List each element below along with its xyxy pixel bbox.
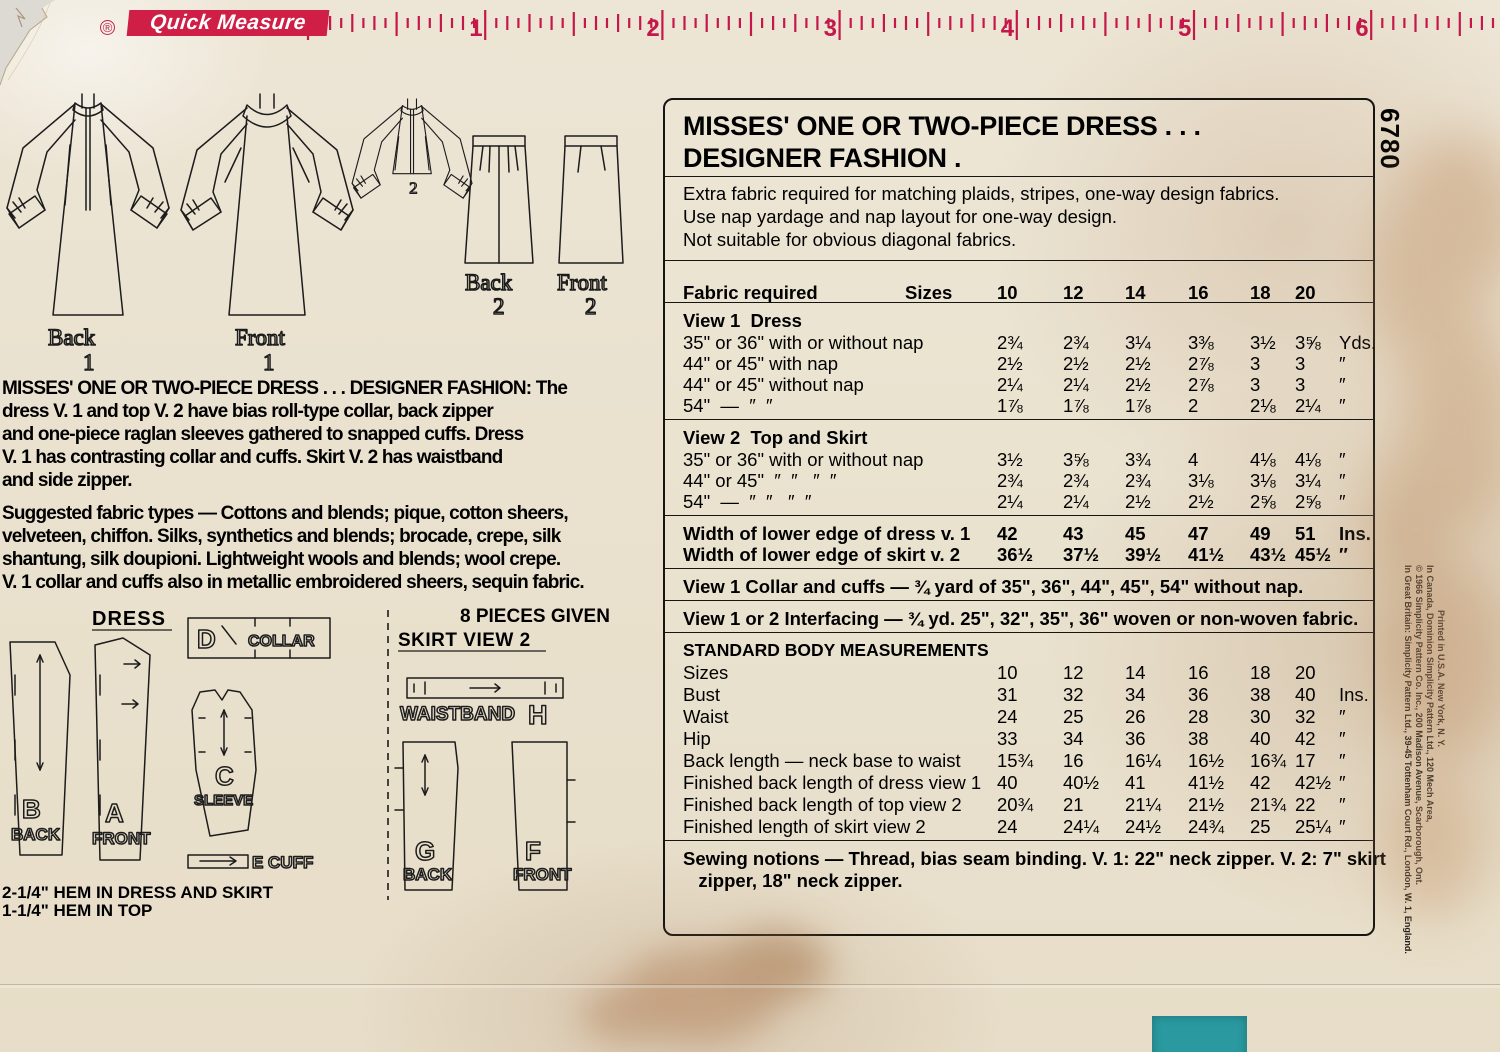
svg-text:8 PIECES GIVEN: 8 PIECES GIVEN: [460, 606, 610, 627]
svg-text:Back: Back: [465, 270, 513, 295]
svg-text:SKIRT VIEW 2: SKIRT VIEW 2: [398, 630, 531, 651]
svg-text:A: A: [105, 798, 124, 828]
svg-text:2: 2: [585, 294, 597, 319]
svg-text:FRONT: FRONT: [513, 865, 572, 884]
svg-text:2: 2: [493, 294, 505, 319]
svg-text:E CUFF: E CUFF: [252, 853, 313, 872]
svg-text:D: D: [197, 624, 216, 654]
svg-text:C: C: [215, 761, 234, 791]
svg-text:Back: Back: [48, 325, 96, 350]
svg-text:DRESS: DRESS: [92, 608, 166, 630]
svg-text:H: H: [528, 700, 548, 730]
svg-text:1-1/4" HEM IN TOP: 1-1/4" HEM IN TOP: [2, 901, 152, 920]
svg-text:BACK: BACK: [403, 865, 453, 884]
svg-text:1: 1: [469, 15, 482, 42]
svg-text:WAISTBAND: WAISTBAND: [400, 704, 515, 725]
svg-text:4: 4: [1001, 15, 1015, 42]
svg-text:FRONT: FRONT: [92, 829, 151, 848]
svg-text:B: B: [22, 794, 41, 824]
svg-text:2: 2: [646, 15, 659, 42]
svg-text:Front: Front: [235, 325, 285, 350]
svg-text:1: 1: [83, 350, 95, 375]
svg-text:Front: Front: [557, 270, 607, 295]
svg-text:2: 2: [409, 179, 418, 198]
svg-text:COLLAR: COLLAR: [248, 633, 315, 650]
svg-text:6: 6: [1355, 15, 1368, 42]
svg-text:2-1/4" HEM IN DRESS AND SKIRT: 2-1/4" HEM IN DRESS AND SKIRT: [2, 883, 274, 902]
svg-text:F: F: [525, 836, 541, 866]
svg-text:SLEEVE: SLEEVE: [194, 792, 253, 809]
svg-text:5: 5: [1178, 15, 1191, 42]
svg-text:3: 3: [824, 15, 837, 42]
svg-text:1: 1: [263, 350, 275, 375]
svg-text:BACK: BACK: [11, 825, 61, 844]
svg-text:G: G: [415, 836, 435, 866]
